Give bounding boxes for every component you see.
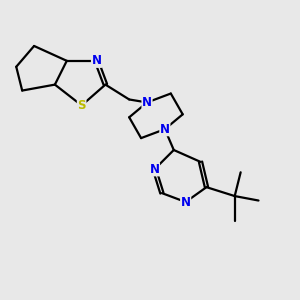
Text: N: N: [149, 163, 160, 176]
Text: N: N: [181, 196, 191, 208]
Text: N: N: [142, 96, 152, 109]
Text: N: N: [160, 123, 170, 136]
Text: N: N: [92, 54, 101, 67]
Text: S: S: [77, 99, 86, 112]
